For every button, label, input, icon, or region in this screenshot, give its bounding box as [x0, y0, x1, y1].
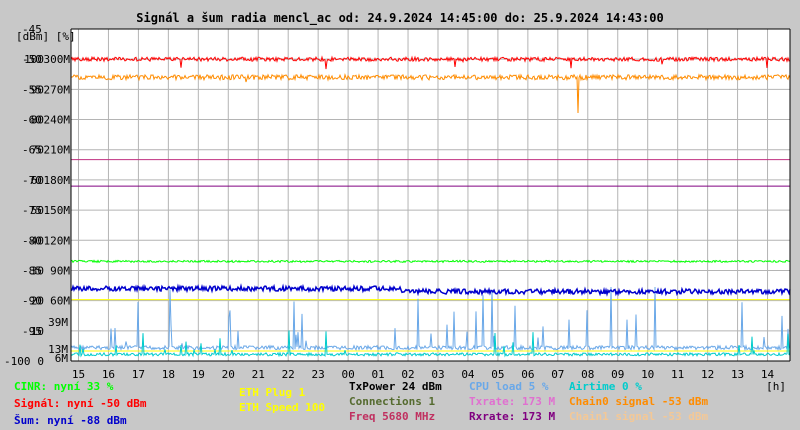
y-tick-percent: 80	[31, 114, 44, 127]
x-tick: 14	[761, 368, 775, 381]
y-tick-rate-low: 6M	[55, 352, 69, 365]
y-tick-dbm: -75	[22, 204, 42, 217]
y-tick-rate: 150M	[44, 204, 71, 217]
x-tick: 12	[701, 368, 714, 381]
x-tick: 02	[401, 368, 414, 381]
y-tick-percent: 40	[31, 234, 44, 247]
y-tick-percent: 50	[31, 204, 44, 217]
y-tick-percent: 60	[31, 174, 44, 187]
axis-group	[70, 28, 791, 362]
y-tick-rate-low: 39M	[48, 316, 68, 329]
grid	[71, 29, 790, 361]
x-tick: 06	[521, 368, 534, 381]
x-tick: 21	[252, 368, 265, 381]
y-tick-dbm: -90	[22, 295, 42, 308]
x-tick: 16	[102, 368, 115, 381]
x-tick: 00	[341, 368, 354, 381]
legend-chain0: Chain0 signal -53 dBm	[569, 395, 709, 408]
tick-labels: [dBm] [%]-45 -50 -55 -60 -65 -70 -75 -80 -85 -90 -…	[4, 23, 786, 393]
y-tick-dbm: -100	[4, 355, 31, 368]
y-tick-rate: 240M	[44, 114, 71, 127]
series-airtime	[70, 330, 791, 358]
x-tick: 11	[671, 368, 684, 381]
y-tick-dbm: -55	[22, 83, 42, 96]
plot-area	[71, 29, 790, 361]
y-tick-percent: 30	[31, 264, 44, 277]
y-tick-percent: 70	[31, 144, 44, 157]
series-chain0	[70, 72, 791, 114]
legend-txrate: Txrate: 173 M	[469, 395, 556, 408]
x-tick: 04	[461, 368, 475, 381]
y-tick-rate: 60M	[50, 295, 70, 308]
x-tick: 10	[641, 368, 654, 381]
legend-airtime: Airtime 0 %	[569, 380, 642, 393]
x-tick: 07	[551, 368, 564, 381]
x-axis-unit-label: [h]	[766, 380, 786, 393]
x-tick: 17	[132, 368, 145, 381]
x-tick: 19	[192, 368, 205, 381]
y-tick-dbm: -80	[22, 234, 42, 247]
y-tick-rate-low: 13M	[48, 343, 68, 356]
y-axis-unit-label: [dBm] [%]	[16, 30, 76, 43]
y-tick-percent: 20	[31, 295, 44, 308]
legend-connections: Connections 1	[349, 395, 436, 408]
legend-chain1: Chain1 signal -53 dBm	[569, 410, 709, 423]
y-tick-rate: 300M	[44, 53, 71, 66]
y-tick-percent: 0	[37, 355, 44, 368]
y-tick-rate: 180M	[44, 174, 71, 187]
legend-eth-plug: ETH Plug 1	[239, 386, 306, 399]
x-tick: 05	[491, 368, 504, 381]
series-cpu-load	[70, 286, 791, 352]
legend-eth-speed: ETH Speed 100	[239, 401, 326, 414]
x-tick: 03	[431, 368, 444, 381]
legend-cpu: CPU load 5 %	[469, 380, 549, 393]
legend-rxrate: Rxrate: 173 M	[469, 410, 556, 423]
y-tick-dbm: -70	[22, 174, 42, 187]
series-group	[70, 55, 791, 358]
legend-cinr: CINR: nyní 33 %	[14, 380, 114, 393]
x-tick: 15	[72, 368, 85, 381]
chart-title: Signál a šum radia mencl_ac od: 24.9.202…	[136, 11, 664, 25]
legend-signal: Signál: nyní -50 dBm	[14, 397, 147, 410]
legend-sum: Šum: nyní -88 dBm	[14, 414, 127, 427]
y-tick-dbm: -50	[22, 53, 42, 66]
y-tick-percent: 90	[31, 83, 44, 96]
x-tick: 20	[222, 368, 235, 381]
y-tick-dbm: -60	[22, 114, 42, 127]
legend-freq: Freq 5680 MHz	[349, 410, 436, 423]
y-tick-percent: 10	[31, 325, 44, 338]
y-tick-rate: 270M	[44, 83, 71, 96]
x-tick: 23	[312, 368, 325, 381]
x-tick: 22	[282, 368, 295, 381]
y-tick-percent: 100	[24, 53, 44, 66]
y-tick-rate: 120M	[44, 234, 71, 247]
y-tick-dbm: -95	[22, 325, 42, 338]
legend-txpower: TxPower 24 dBm	[349, 380, 442, 393]
x-tick: 09	[611, 368, 624, 381]
series-cinr	[70, 259, 791, 264]
series-signal	[70, 55, 791, 70]
y-tick-dbm: -65	[22, 144, 42, 157]
x-tick: 18	[162, 368, 175, 381]
y-tick-rate: 210M	[44, 144, 71, 157]
x-tick: 08	[581, 368, 594, 381]
x-tick: 01	[371, 368, 384, 381]
y-tick-dbm: -45	[22, 23, 42, 36]
x-tick: 13	[731, 368, 744, 381]
y-tick-dbm: -85	[22, 264, 42, 277]
y-tick-rate: 90M	[50, 264, 70, 277]
series-sum	[70, 283, 791, 297]
